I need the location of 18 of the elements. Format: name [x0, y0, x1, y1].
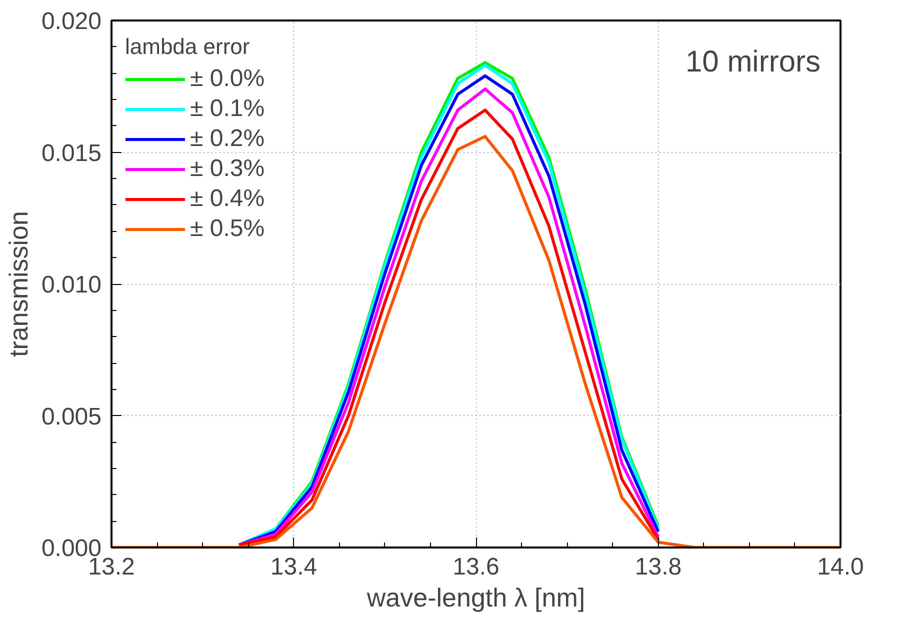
legend-label: ± 0.2% [190, 125, 265, 153]
legend-label: ± 0.1% [190, 95, 265, 123]
legend-label: ± 0.3% [190, 155, 265, 183]
legend-label: ± 0.4% [190, 185, 265, 213]
x-tick-label: 13.8 [634, 554, 682, 580]
x-tick-label: 14.0 [817, 554, 864, 580]
legend-label: ± 0.0% [190, 65, 265, 93]
y-tick-label: 0.020 [41, 8, 102, 35]
x-axis-title: wave-length λ [nm] [366, 582, 586, 612]
y-tick-label: 0.015 [41, 140, 102, 167]
y-axis-title: transmission [3, 211, 34, 357]
y-tick-label: 0.010 [41, 272, 102, 298]
annotation: 10 mirrors [685, 46, 820, 78]
x-tick-label: 13.4 [270, 554, 318, 580]
x-tick-label: 13.6 [452, 554, 500, 580]
legend-title: lambda error [125, 34, 251, 60]
legend-label: ± 0.5% [190, 215, 265, 243]
y-tick-label: 0.005 [41, 403, 102, 430]
